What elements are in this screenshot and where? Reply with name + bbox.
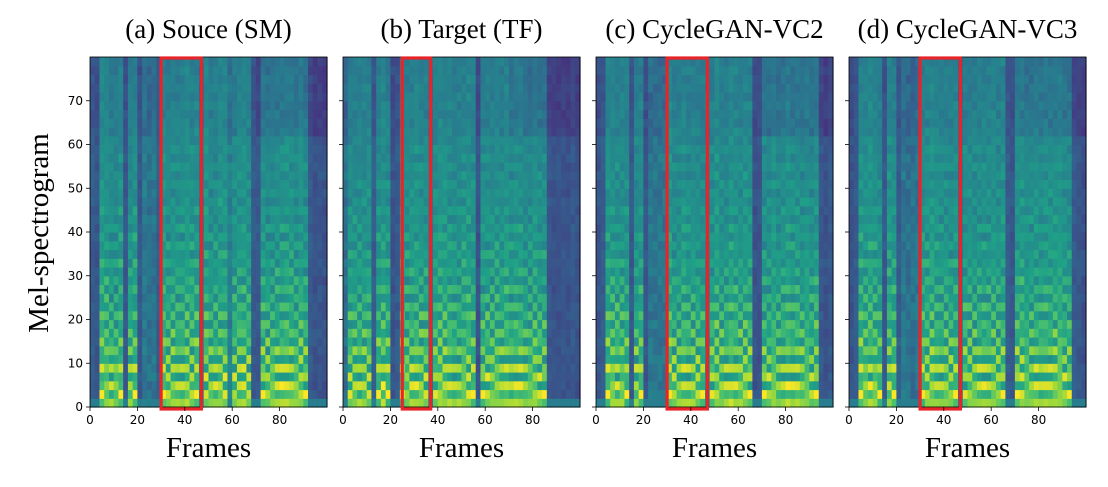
- x-tick-label: 0: [339, 413, 347, 427]
- panel-2: 0 20 40 60 80 (b) Target (TF) Frames: [339, 14, 581, 464]
- x-tick-label: 40: [936, 413, 951, 427]
- x-axis-label: Frames: [925, 432, 1010, 464]
- x-tick-label: 0: [592, 413, 600, 427]
- heatmap: [596, 57, 834, 408]
- x-tick-label: 80: [525, 413, 540, 427]
- x-tick-label: 20: [383, 413, 398, 427]
- highlight-box: [159, 56, 203, 411]
- x-tick-label: 20: [130, 413, 145, 427]
- heatmap: [343, 57, 581, 408]
- x-tick-label: 20: [636, 413, 651, 427]
- y-tick-label: 70: [68, 94, 83, 108]
- x-tick-label: 80: [1031, 413, 1046, 427]
- x-tick-label: 80: [778, 413, 793, 427]
- x-tick-label: 60: [478, 413, 493, 427]
- x-tick-label: 20: [889, 413, 904, 427]
- panel-title: (c) CycleGAN-VC2: [605, 14, 823, 44]
- y-tick-label: 0: [75, 400, 83, 414]
- heatmap: [90, 57, 328, 408]
- x-tick-label: 60: [225, 413, 240, 427]
- x-tick-label: 80: [272, 413, 287, 427]
- panel-title: (a) Souce (SM): [125, 14, 291, 44]
- y-tick-label: 40: [68, 225, 83, 239]
- panel-title: (b) Target (TF): [380, 14, 542, 44]
- panel-3: 0 20 40 60 80 (c) CycleGAN-VC2 Frames: [592, 14, 834, 464]
- y-tick-label: 60: [68, 138, 83, 152]
- y-tick-label: 10: [68, 356, 83, 370]
- y-axis-label: Mel-spectrogram: [23, 133, 55, 333]
- y-tick-label: 50: [68, 181, 83, 195]
- panel-title: (d) CycleGAN-VC3: [858, 14, 1078, 44]
- heatmap: [849, 57, 1087, 408]
- highlight-box: [400, 56, 433, 411]
- x-tick-label: 60: [731, 413, 746, 427]
- highlight-box: [918, 56, 962, 411]
- x-axis-label: Frames: [419, 432, 504, 464]
- x-tick-label: 60: [984, 413, 999, 427]
- y-tick-label: 30: [68, 269, 83, 283]
- panel-1: 0 20 40 60 80 0 10 20 30 40 50 60 70 (a) Souce (SM) Fr…: [68, 14, 328, 464]
- x-tick-label: 40: [177, 413, 192, 427]
- x-axis-label: Frames: [166, 432, 251, 464]
- highlight-box: [665, 56, 709, 411]
- panel-4: 0 20 40 60 80 (d) CycleGAN-VC3 Frames: [845, 14, 1087, 464]
- x-tick-label: 0: [845, 413, 853, 427]
- x-tick-label: 0: [86, 413, 94, 427]
- x-axis-label: Frames: [672, 432, 757, 464]
- x-tick-label: 40: [683, 413, 698, 427]
- y-tick-label: 20: [68, 313, 83, 327]
- x-tick-label: 40: [430, 413, 445, 427]
